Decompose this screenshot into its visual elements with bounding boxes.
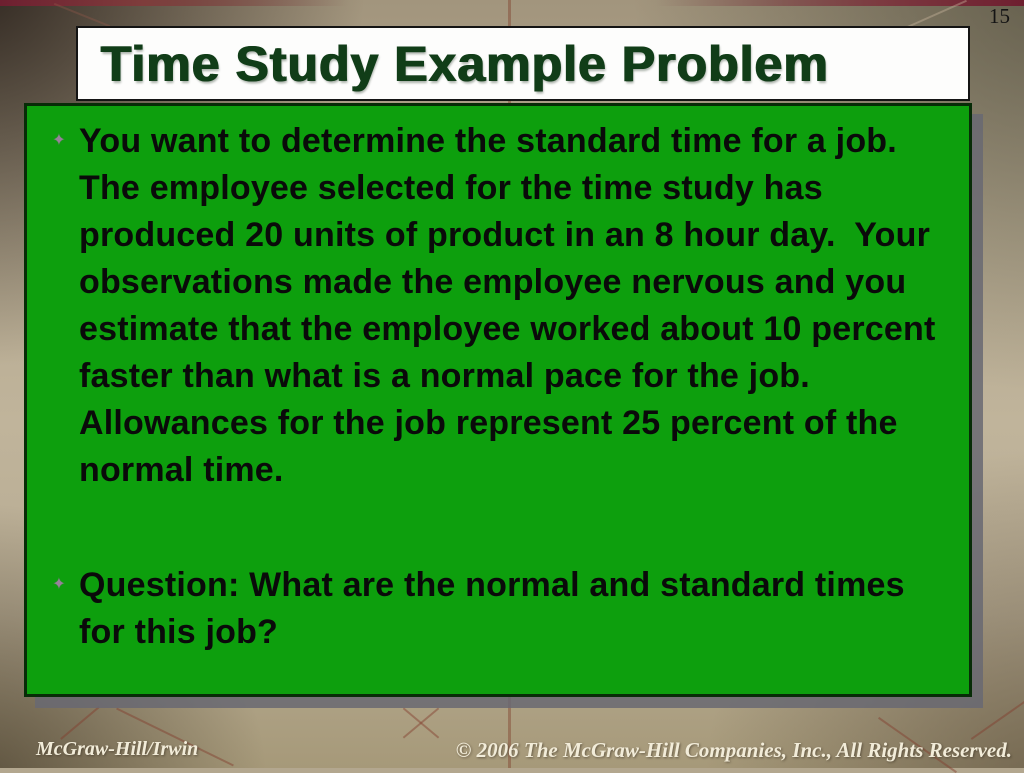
star-bullet-icon: ✦ — [52, 132, 66, 149]
bullet-text-question: Question: What are the normal and standa… — [79, 566, 915, 651]
slide-page-number: 15 — [989, 4, 1010, 28]
background-top-maroon-strip — [0, 0, 1024, 6]
star-bullet-icon: ✦ — [52, 576, 66, 593]
bullet-item-question: ✦ Question: What are the normal and stan… — [43, 562, 951, 656]
bullet-text-problem: You want to determine the standard time … — [79, 122, 946, 489]
content-box: ✦ You want to determine the standard tim… — [24, 103, 972, 697]
title-banner: Time Study Example Problem — [76, 26, 970, 101]
footer-copyright: © 2006 The McGraw-Hill Companies, Inc., … — [455, 738, 1012, 762]
slide-title: Time Study Example Problem — [100, 35, 829, 92]
bullet-item-problem: ✦ You want to determine the standard tim… — [43, 118, 951, 494]
footer-brand: McGraw-Hill/Irwin — [36, 738, 199, 760]
